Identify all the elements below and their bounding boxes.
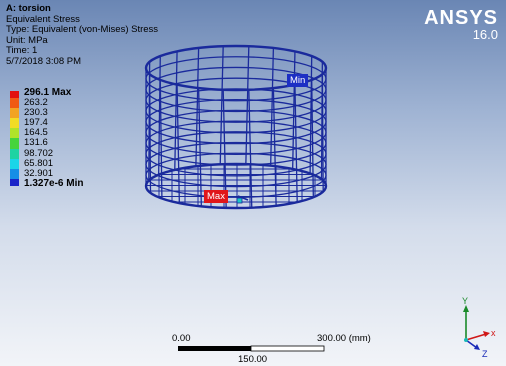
legend-swatch	[10, 91, 19, 98]
legend-row: 197.4	[10, 117, 150, 129]
legend-label: 164.5	[24, 127, 48, 139]
mesh-vertical	[197, 87, 202, 207]
legend-row: 296.1 Max	[10, 88, 150, 98]
mesh-vertical	[248, 89, 253, 208]
legend-swatch	[10, 118, 19, 129]
max-probe-label[interactable]: Max	[204, 190, 228, 203]
legend-row: 164.5	[10, 127, 150, 139]
mesh-vertical	[320, 61, 324, 180]
x-axis-arrow	[483, 331, 490, 337]
mesh-vertical	[148, 61, 151, 180]
legend-label: 263.2	[24, 97, 48, 109]
color-legend[interactable]: 296.1 Max 263.2 230.3 197.4 164.5 131.6 …	[10, 88, 150, 189]
legend-swatch	[10, 98, 19, 109]
brand-version: 16.0	[472, 27, 498, 42]
mesh-vertical	[195, 47, 200, 167]
coordinate-triad[interactable]: Y x Z	[450, 292, 502, 362]
scale-bar-light-segment	[250, 345, 325, 352]
legend-swatch	[10, 148, 19, 159]
legend-row: 32.901	[10, 167, 150, 179]
scale-right-label: 300.00 (mm)	[317, 333, 371, 344]
legend-row: 98.702	[10, 147, 150, 159]
scale-left-label: 0.00	[172, 333, 191, 344]
y-axis-arrow	[463, 305, 469, 312]
z-axis-line	[465, 339, 478, 349]
legend-row: 1.327e-6 Min	[10, 177, 150, 189]
mesh-vertical	[222, 89, 227, 208]
result-unit: Unit: MPa	[6, 34, 48, 46]
legend-label: 131.6	[24, 137, 48, 149]
min-probe-label[interactable]: Min	[287, 74, 309, 87]
triad-origin	[464, 338, 468, 342]
legend-label: 296.1 Max	[24, 87, 72, 98]
result-time: Time: 1	[6, 45, 38, 57]
z-axis-arrow	[474, 344, 480, 350]
mesh-vertical	[309, 56, 313, 175]
mesh-vertical	[174, 51, 178, 170]
legend-swatch	[10, 108, 19, 119]
brand-name: ANSYS	[424, 7, 498, 29]
max-probe-marker	[236, 195, 249, 204]
legend-label: 197.4	[24, 117, 48, 129]
result-type: Type: Equivalent (von-Mises) Stress	[6, 24, 159, 36]
y-axis-label: Y	[462, 296, 468, 306]
legend-swatch	[10, 138, 19, 149]
mesh-vertical	[158, 56, 161, 175]
mesh-vertical	[311, 79, 314, 198]
mesh-vertical	[219, 46, 224, 165]
result-date: 5/7/2018 3:08 PM	[6, 55, 81, 67]
mesh-vertical	[292, 51, 296, 170]
legend-row: 263.2	[10, 97, 150, 109]
legend-row: 230.3	[10, 107, 150, 119]
legend-swatch	[10, 158, 19, 169]
mesh-vertical	[159, 79, 163, 198]
legend-label: 98.702	[24, 147, 54, 159]
legend-row: 131.6	[10, 137, 150, 149]
analysis-title: A: torsion	[6, 3, 51, 14]
legend-swatch	[10, 128, 19, 139]
mesh-vertical	[176, 84, 180, 203]
scale-mid-label: 150.00	[238, 354, 268, 365]
scale-bar-dark-segment	[178, 346, 251, 351]
mesh-vertical	[245, 46, 250, 165]
legend-label: 1.327e-6 Min	[24, 177, 84, 189]
legend-label: 32.901	[24, 167, 54, 179]
legend-row: 65.801	[10, 157, 150, 169]
legend-swatch	[10, 168, 19, 179]
z-axis-label: Z	[482, 349, 488, 359]
legend-label: 65.801	[24, 157, 54, 169]
x-axis-label: x	[491, 328, 496, 338]
result-info-panel: A: torsion Equivalent Stress Type: Equiv…	[6, 3, 159, 68]
result-name: Equivalent Stress	[6, 13, 80, 25]
legend-label: 230.3	[24, 107, 48, 119]
mesh-vertical	[270, 47, 275, 167]
ansys-logo: ANSYS 16.0	[424, 8, 498, 41]
legend-swatch	[10, 178, 19, 186]
x-axis-line	[465, 333, 487, 341]
mesh-vertical	[294, 84, 298, 203]
